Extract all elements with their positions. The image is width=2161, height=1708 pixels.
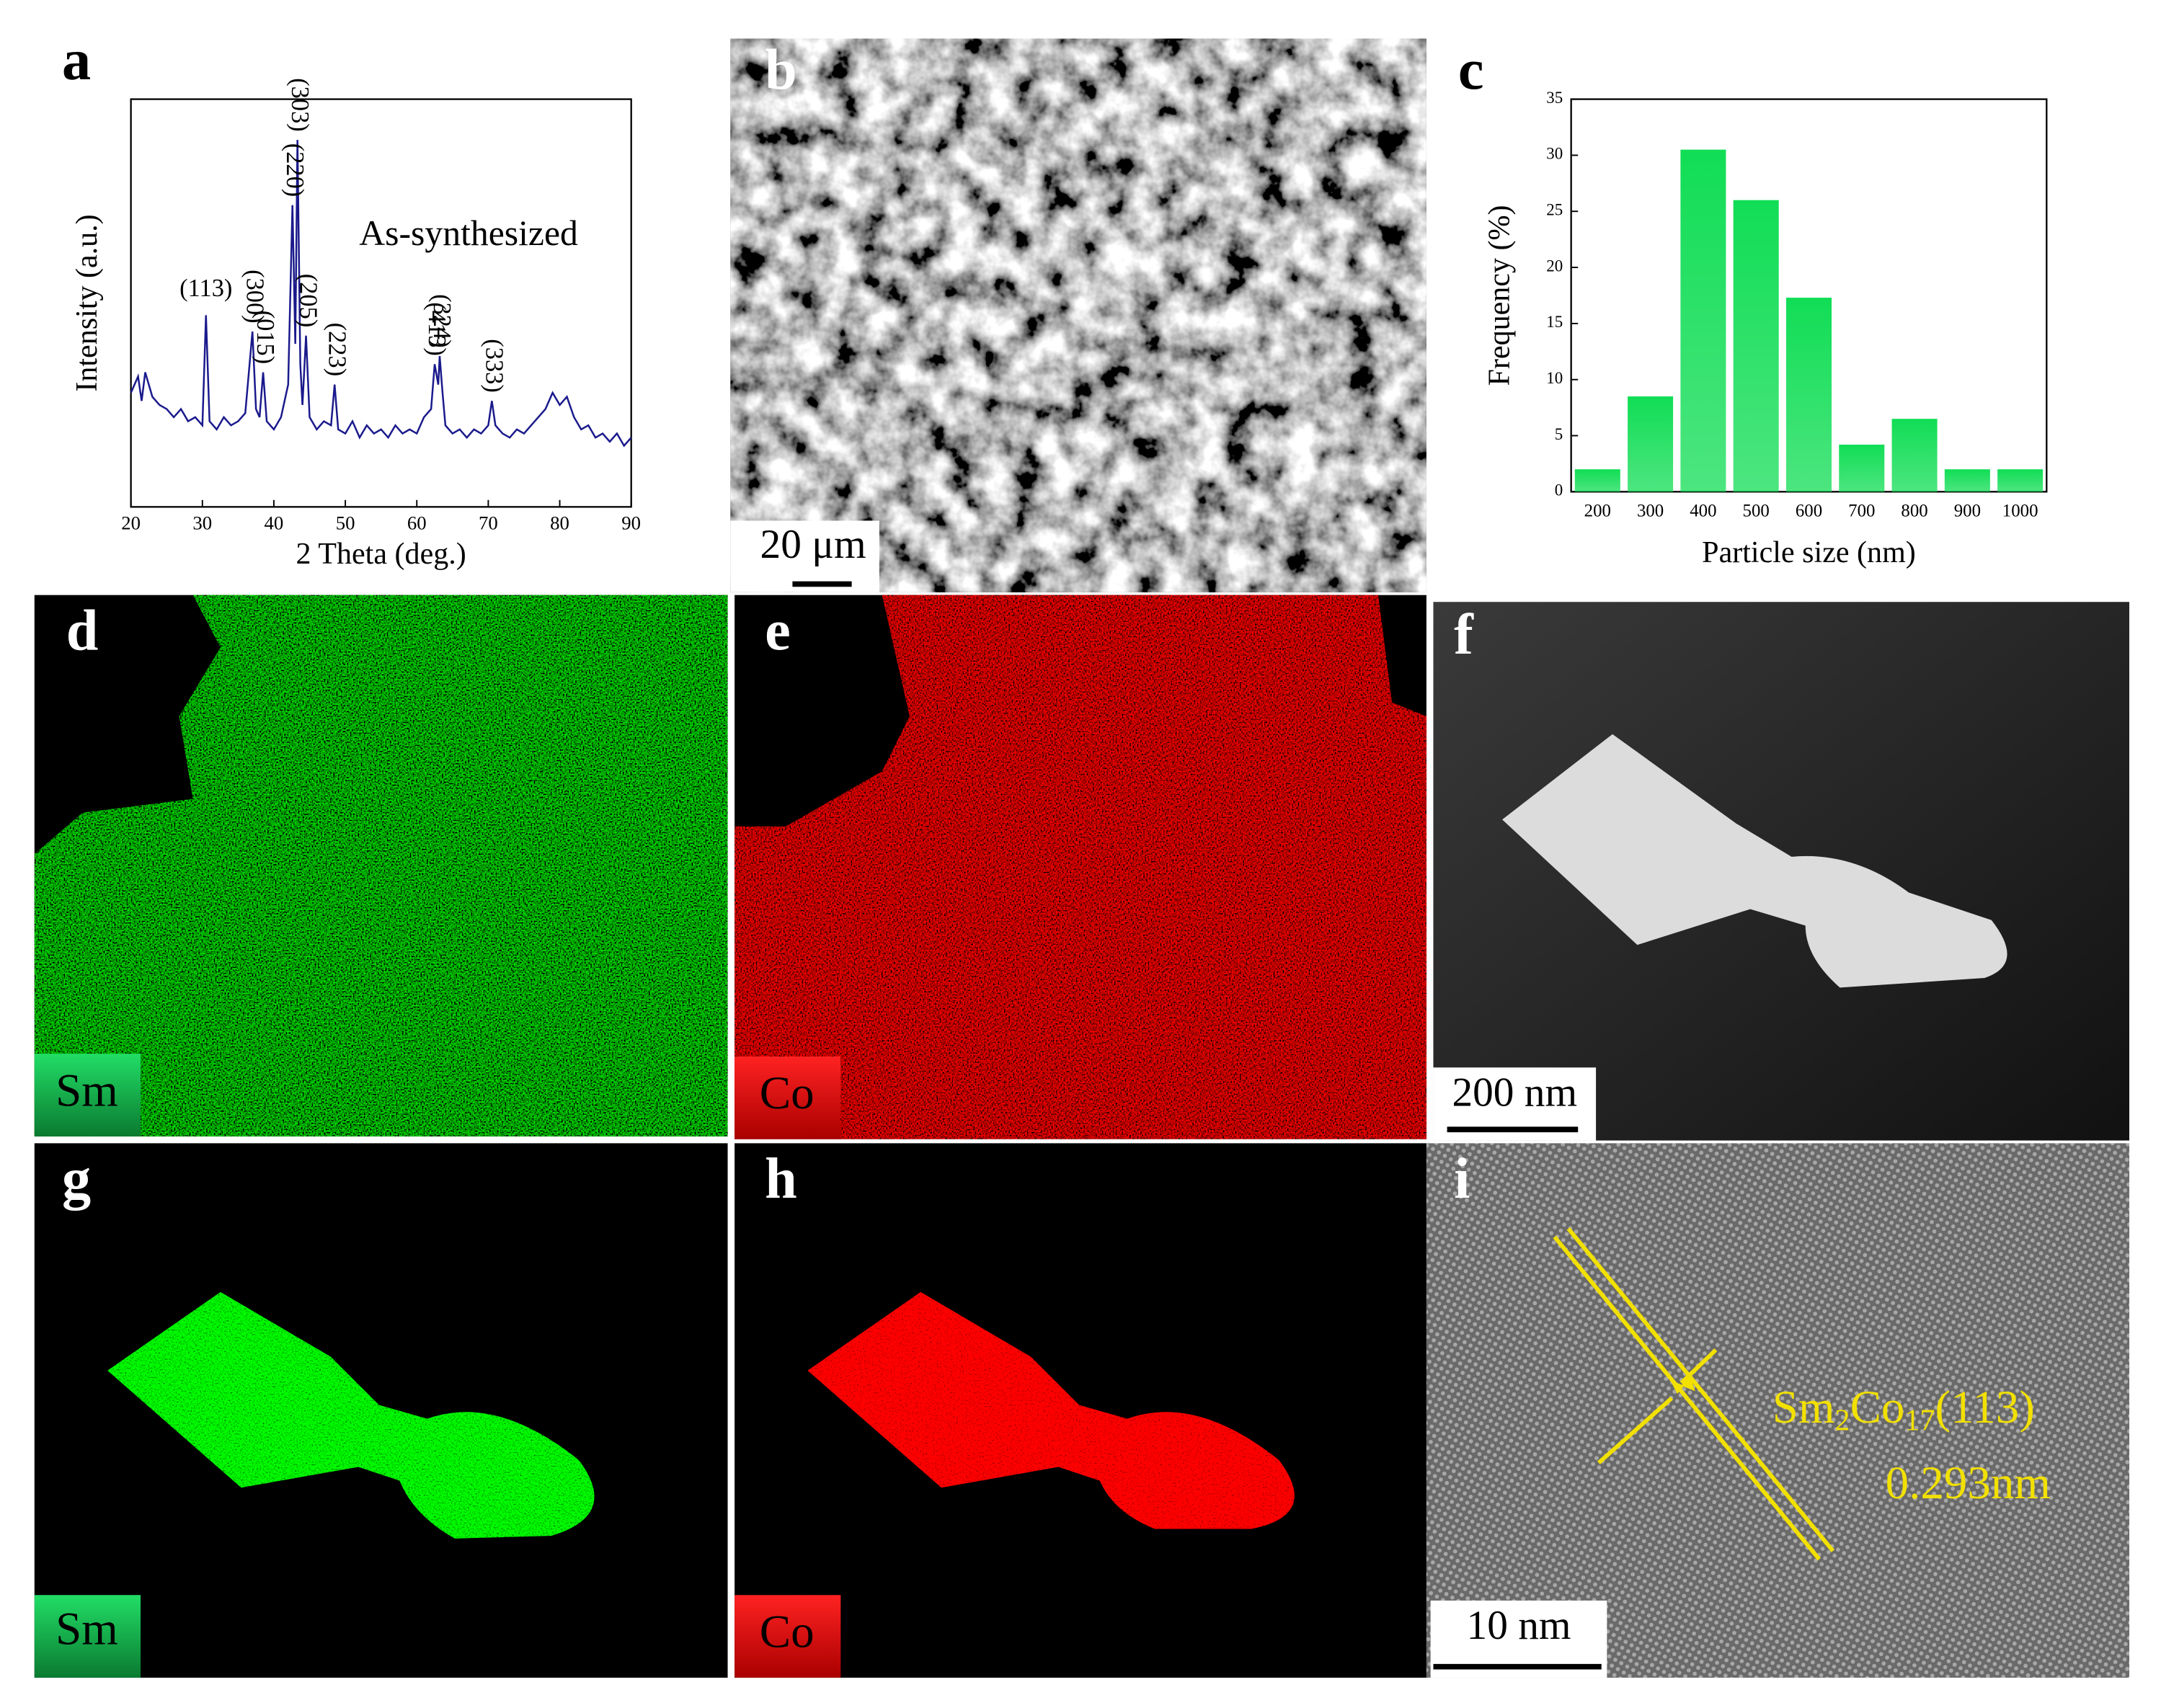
y-tick-label: 0 [1555, 481, 1563, 499]
element-box [735, 1595, 841, 1678]
x-tick-label: 60 [407, 512, 427, 533]
plane-label-part: (113) [1935, 1382, 2034, 1433]
x-tick-label: 600 [1796, 502, 1822, 521]
bar [1574, 469, 1620, 492]
x-tick-label: 800 [1901, 502, 1927, 521]
x-tick-label: 50 [336, 512, 355, 533]
x-tick-label: 80 [550, 512, 569, 533]
x-tick-label: 40 [265, 512, 284, 533]
y-tick-label: 30 [1546, 145, 1563, 163]
element-box [34, 1595, 141, 1678]
y-axis-label: Intensity (a.u.) [71, 214, 104, 391]
scale-box [730, 520, 879, 592]
x-tick-label: 700 [1848, 502, 1875, 521]
plane-label-part: 2 [1835, 1404, 1850, 1437]
lattice-lines [1553, 1227, 1835, 1561]
hrtem-image [1426, 1143, 2130, 1678]
element-label: Co [760, 1606, 815, 1658]
plot-frame [130, 98, 632, 508]
y-tick-label: 35 [1546, 89, 1563, 107]
panel-letter: h [765, 1147, 797, 1211]
peak-label: (413) [423, 302, 451, 355]
element-label: Sm [56, 1604, 118, 1655]
x-tick-label: 70 [479, 512, 498, 533]
bar [1944, 469, 1990, 492]
arrow-heads [1670, 1374, 1695, 1395]
x-tick-label: 30 [192, 512, 212, 533]
peak-label: (205) [295, 274, 322, 327]
element-label: Co [760, 1067, 815, 1119]
peak-label: (220) [281, 143, 309, 197]
y-tick-label: 20 [1546, 257, 1563, 275]
sm-map [107, 1291, 595, 1539]
peak-label: (303) [286, 78, 314, 131]
bar [1680, 149, 1726, 492]
y-tick-label: 10 [1546, 369, 1563, 387]
scale-label: 10 nm [1467, 1603, 1571, 1648]
bar [1785, 298, 1832, 492]
peak-label: (333) [480, 339, 507, 392]
peak-label: (223) [323, 323, 350, 376]
element-box [735, 1056, 841, 1139]
panel-letter: d [66, 598, 99, 662]
panel-letter: e [765, 598, 791, 662]
spacing-label: 0.293nm [1886, 1457, 2051, 1509]
y-tick-label: 5 [1555, 425, 1563, 443]
y-axis-label: Frequency (%) [1483, 205, 1517, 386]
x-tick-label: 500 [1743, 502, 1770, 521]
panel-letter: f [1454, 602, 1474, 667]
peak-label: (113) [179, 275, 232, 302]
sem-image [730, 38, 1426, 592]
plane-label-part: Sm [1772, 1382, 1835, 1433]
x-tick-label: 1000 [2002, 502, 2038, 521]
co-map [807, 1291, 1295, 1529]
panel-letter: a [62, 28, 91, 92]
panel-letter: i [1454, 1147, 1470, 1211]
scale-label: 20 μm [760, 522, 866, 567]
element-box [34, 1054, 141, 1137]
peak-label: (324) [428, 294, 456, 347]
bar [1891, 419, 1938, 492]
y-tick-label: 15 [1546, 313, 1563, 331]
plane-label: Sm2Co17(113) [1772, 1382, 2035, 1437]
element-label: Sm [56, 1064, 118, 1116]
panel-letter: c [1458, 38, 1484, 102]
peak-label: (015) [252, 311, 279, 364]
pattern-line [130, 140, 632, 448]
panel-letters: a b c d e f g h i [62, 28, 1483, 1211]
bar [1628, 396, 1674, 492]
x-tick-label: 400 [1690, 502, 1716, 521]
bar [1997, 469, 2044, 492]
panel-letter: b [765, 38, 797, 102]
x-axis-label: 2 Theta (deg.) [296, 538, 466, 571]
particle [1502, 734, 2007, 988]
scale-label: 200 nm [1452, 1070, 1577, 1116]
x-tick-label: 200 [1584, 502, 1611, 521]
peak-label: (300) [241, 270, 268, 323]
sm-map [34, 595, 728, 1137]
y-tick-label: 25 [1546, 201, 1563, 219]
x-tick-label: 300 [1637, 502, 1664, 521]
co-map [735, 595, 1426, 1139]
sample-label: As-synthesized [359, 213, 578, 253]
plane-label-part: 17 [1904, 1404, 1935, 1437]
x-tick-label: 900 [1954, 502, 1981, 521]
x-tick-label: 90 [621, 512, 641, 533]
panel-letter: g [62, 1147, 91, 1211]
x-tick-label: 20 [121, 512, 141, 533]
bar [1733, 200, 1779, 492]
x-axis-label: Particle size (nm) [1702, 536, 1916, 569]
bar [1839, 444, 1885, 492]
plane-label-part: Co [1850, 1382, 1905, 1433]
